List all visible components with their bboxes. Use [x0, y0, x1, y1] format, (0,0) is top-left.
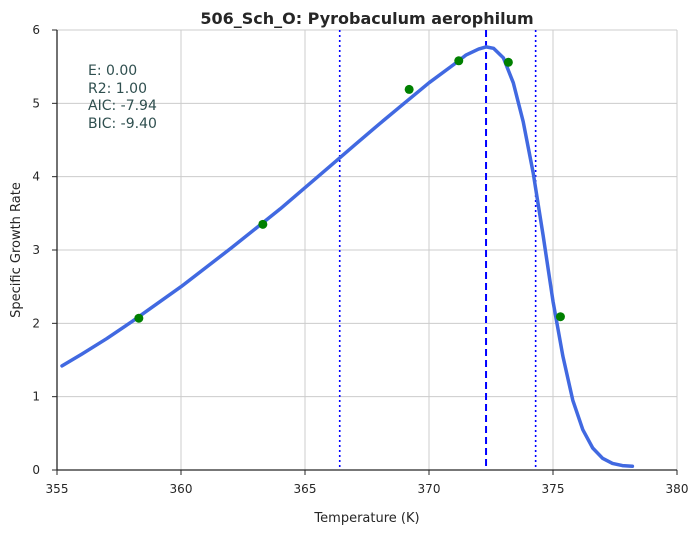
- reference-lines: [338, 30, 537, 470]
- x-tick-label: 365: [294, 482, 317, 496]
- annotation-r2: R2: 1.00: [88, 81, 147, 97]
- data-point: [404, 84, 414, 94]
- y-tick-label: 5: [32, 96, 40, 110]
- x-tick-label: 360: [170, 482, 193, 496]
- data-point: [503, 57, 513, 67]
- data-point: [555, 312, 565, 322]
- annotation-e: E: 0.00: [88, 63, 137, 79]
- annotation-aic: AIC: -7.94: [88, 98, 157, 114]
- y-tick-label: 2: [32, 316, 40, 330]
- y-tick-label: 1: [32, 390, 40, 404]
- data-point: [454, 56, 464, 66]
- stats-annotation: E: 0.00 R2: 1.00 AIC: -7.94 BIC: -9.40: [88, 63, 157, 132]
- grid: [57, 29, 678, 470]
- x-axis-label: Temperature (K): [313, 511, 419, 526]
- fit-curve-layer: [60, 45, 635, 469]
- x-tick-label: 375: [542, 482, 565, 496]
- y-axis-label: Specific Growth Rate: [9, 182, 24, 318]
- y-tick-label: 4: [32, 170, 40, 184]
- x-tick-label: 370: [418, 482, 441, 496]
- y-tick-label: 6: [32, 23, 40, 37]
- axes: [52, 29, 678, 475]
- data-point: [258, 219, 268, 229]
- data-point: [134, 313, 144, 323]
- data-points-layer: [134, 56, 565, 323]
- y-tick-label: 0: [32, 463, 40, 477]
- chart-title: 506_Sch_O: Pyrobaculum aerophilum: [200, 9, 533, 28]
- fit-curve: [60, 45, 635, 469]
- x-tick-label: 355: [46, 482, 69, 496]
- y-tick-label: 3: [32, 243, 40, 257]
- annotation-bic: BIC: -9.40: [88, 116, 157, 132]
- x-tick-label: 380: [666, 482, 689, 496]
- tick-labels: 355 360 365 370 375 380 0 1 2 3 4 5 6: [32, 23, 688, 496]
